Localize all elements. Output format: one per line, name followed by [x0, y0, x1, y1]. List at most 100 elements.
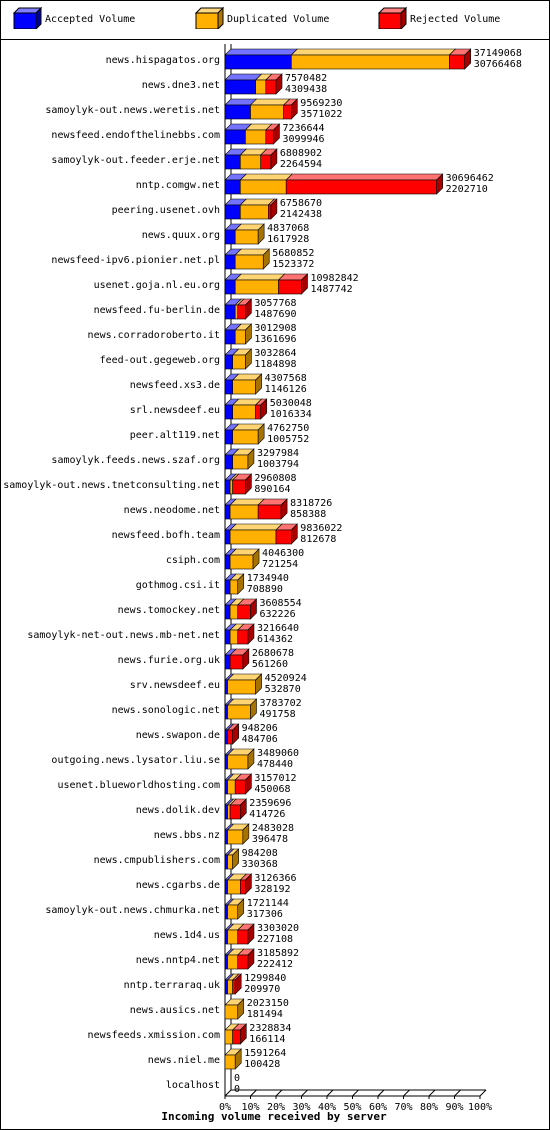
bar-rejected: [229, 804, 241, 820]
total-volume-label: 10982842: [311, 273, 359, 284]
bar-duplicated-top: [229, 523, 283, 531]
bar-rejected: [234, 779, 246, 795]
total-volume-label: 1591264: [244, 1048, 286, 1059]
total-volume-label: 5680852: [272, 248, 314, 259]
bar-rejected: [237, 629, 249, 645]
server-label: news.quux.org: [142, 230, 220, 241]
server-label: news.ausics.net: [130, 1005, 220, 1016]
bar-accepted: [224, 429, 233, 445]
accepted-volume-label: 890164: [254, 484, 290, 495]
bar-rejected: [260, 154, 272, 170]
accepted-volume-label: 532870: [265, 684, 301, 695]
bar-accepted: [224, 829, 228, 845]
server-label: peer.alt119.net: [130, 430, 220, 441]
server-label: feed-out.gegeweb.org: [100, 355, 220, 366]
bar-accepted-top: [224, 48, 299, 56]
bar-end-face: [245, 348, 252, 370]
bar-rejected: [283, 104, 292, 120]
legend-label-rejected: Rejected Volume: [410, 14, 501, 25]
accepted-volume-label: 632226: [260, 609, 296, 620]
bar-rejected: [268, 204, 272, 220]
bar-duplicated: [227, 904, 239, 920]
bar-end-face: [250, 698, 257, 720]
bar-accepted: [224, 454, 233, 470]
bar-rejected: [237, 954, 249, 970]
bar-end-face: [273, 123, 280, 145]
total-volume-label: 3608554: [260, 598, 302, 609]
server-label: news.niel.me: [148, 1055, 220, 1066]
accepted-volume-label: 721254: [262, 559, 298, 570]
total-volume-label: 5030048: [270, 398, 312, 409]
accepted-volume-label: 614362: [257, 634, 293, 645]
x-tick-mark: [428, 1089, 436, 1097]
server-label: news.neodome.net: [124, 505, 220, 516]
bar-end-face: [436, 173, 443, 195]
total-volume-label: 4307568: [265, 373, 307, 384]
legend: Accepted Volume Duplicated Volume Reject…: [1, 1, 549, 40]
bar-accepted: [224, 529, 231, 545]
total-volume-label: 30696462: [446, 173, 494, 184]
bar-end-face: [262, 248, 270, 270]
bar-end-face: [255, 373, 262, 395]
bar-duplicated: [227, 854, 233, 870]
bar-accepted: [224, 554, 231, 570]
bar-duplicated: [229, 579, 239, 595]
bar-accepted: [224, 329, 236, 345]
server-label: news.1d4.us: [154, 930, 220, 941]
bar-duplicated: [227, 804, 231, 820]
accepted-volume-label: 484706: [242, 734, 278, 745]
bar-rejected: [255, 404, 262, 420]
bar-accepted: [224, 654, 231, 670]
accepted-volume-label: 1361696: [254, 334, 296, 345]
total-volume-label: 2328834: [249, 1023, 291, 1034]
total-volume-label: 9836022: [300, 523, 342, 534]
total-volume-label: 984208: [242, 848, 278, 859]
bar-end-face: [242, 648, 250, 670]
bar-duplicated-top: [249, 98, 291, 106]
bar-accepted: [224, 879, 228, 895]
total-volume-label: 7570482: [285, 73, 327, 84]
x-tick-label: 100%: [468, 1102, 492, 1113]
server-label: outgoing.news.lysator.liu.se: [51, 755, 220, 766]
bar-duplicated: [232, 454, 249, 470]
legend-label-duplicated: Duplicated Volume: [227, 14, 330, 25]
bar-duplicated: [224, 1029, 233, 1045]
bar-duplicated: [229, 629, 239, 645]
x-tick-mark: [454, 1089, 461, 1097]
server-label: samoylyk.feeds.news.szaf.org: [51, 455, 220, 466]
bar-end-face: [464, 48, 472, 70]
total-volume-label: 6808902: [280, 148, 322, 159]
total-volume-label: 3303020: [257, 923, 299, 934]
server-label: samoylyk-out.feeder.erje.net: [51, 155, 220, 166]
bar-accepted: [224, 154, 241, 170]
total-volume-label: 4046300: [262, 548, 304, 559]
accepted-volume-label: 3099946: [282, 134, 324, 145]
server-label: srl.newsdeef.eu: [130, 405, 220, 416]
total-volume-label: 4762750: [267, 423, 309, 434]
bar-duplicated: [232, 379, 256, 395]
server-label: nntp.comgw.net: [136, 180, 220, 191]
server-label: news.sonologic.net: [112, 705, 220, 716]
x-tick-label: 60%: [369, 1102, 387, 1113]
total-volume-label: 948206: [242, 723, 278, 734]
bar-duplicated-top: [239, 173, 293, 181]
x-tick-label: 20%: [267, 1102, 285, 1113]
accepted-volume-label: 30766468: [474, 59, 522, 70]
bar-accepted: [224, 254, 236, 270]
bar-accepted: [224, 279, 236, 295]
total-volume-label: 1299840: [244, 973, 286, 984]
accepted-volume-label: 330368: [242, 859, 278, 870]
accepted-volume-label: 1003794: [257, 459, 299, 470]
bar-end-face: [234, 1048, 242, 1070]
bar-end-face: [247, 948, 255, 970]
bar-duplicated: [250, 104, 284, 120]
bar-end-face: [242, 823, 250, 845]
bar-accepted: [224, 754, 228, 770]
bar-accepted: [224, 179, 241, 195]
accepted-volume-label: 1005752: [267, 434, 309, 445]
bar-end-face: [270, 198, 278, 220]
bar-duplicated: [227, 779, 236, 795]
total-volume-label: 9569230: [300, 98, 342, 109]
server-label: srv.newsdeef.eu: [130, 680, 220, 691]
legend-label-accepted: Accepted Volume: [45, 14, 136, 25]
